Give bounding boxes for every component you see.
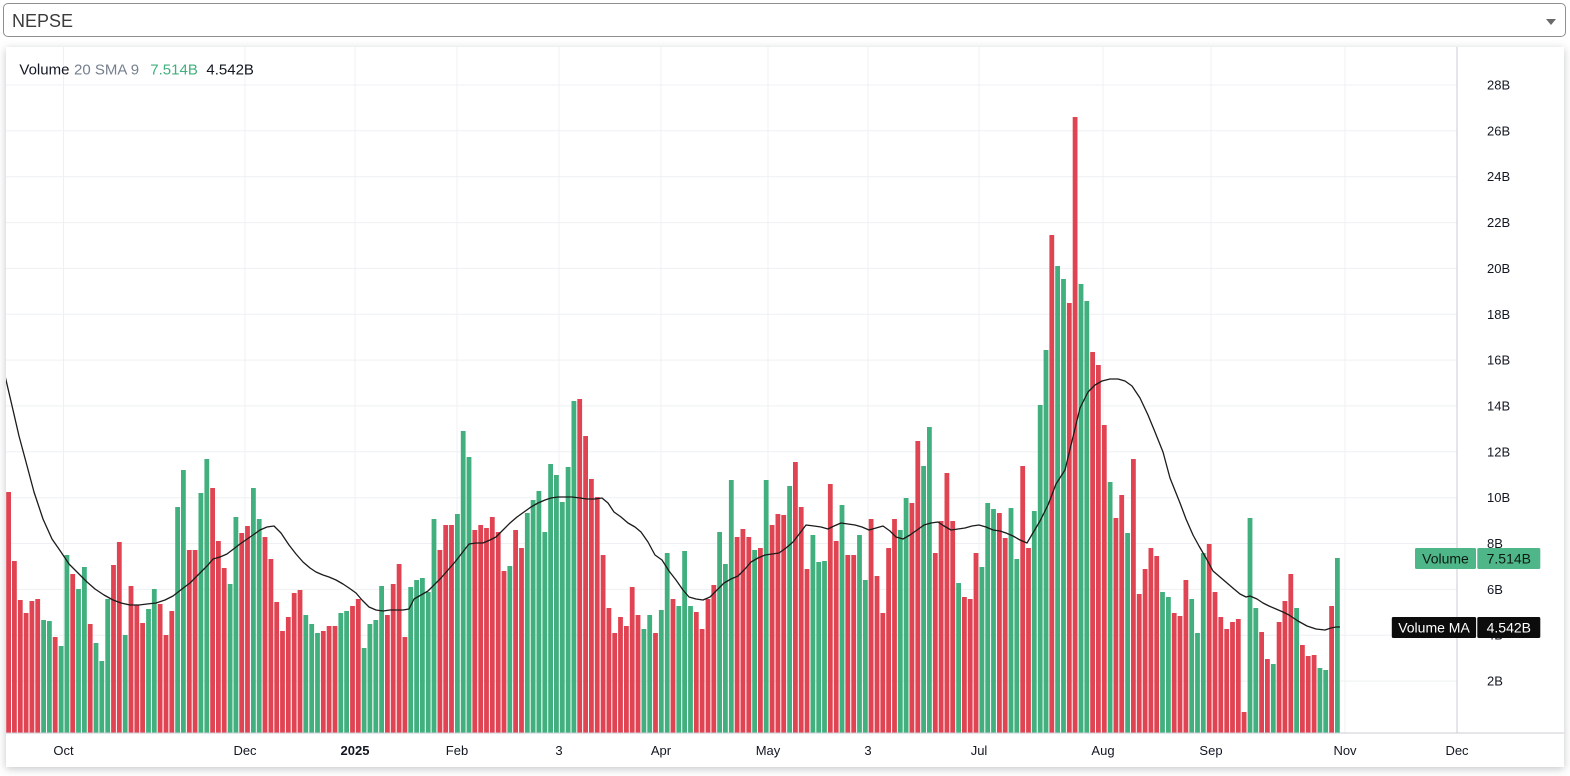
svg-text:Apr: Apr [651, 743, 672, 758]
svg-text:7.514B: 7.514B [1487, 551, 1531, 567]
svg-text:6B: 6B [1487, 582, 1503, 597]
svg-text:28B: 28B [1487, 78, 1510, 93]
svg-text:20 SMA 9: 20 SMA 9 [74, 61, 139, 78]
svg-text:24B: 24B [1487, 169, 1510, 184]
svg-text:Nov: Nov [1333, 743, 1357, 758]
svg-text:18B: 18B [1487, 307, 1510, 322]
svg-text:3: 3 [555, 743, 562, 758]
svg-text:Jul: Jul [971, 743, 988, 758]
svg-text:Dec: Dec [1445, 743, 1469, 758]
svg-text:Sep: Sep [1199, 743, 1222, 758]
svg-text:16B: 16B [1487, 353, 1510, 368]
svg-text:May: May [756, 743, 781, 758]
svg-text:10B: 10B [1487, 490, 1510, 505]
svg-text:7.514B: 7.514B [150, 61, 198, 78]
svg-text:Dec: Dec [233, 743, 257, 758]
svg-text:4.542B: 4.542B [206, 61, 254, 78]
svg-text:Oct: Oct [53, 743, 74, 758]
svg-text:22B: 22B [1487, 215, 1510, 230]
svg-text:Aug: Aug [1091, 743, 1114, 758]
svg-text:Volume MA: Volume MA [1398, 620, 1470, 636]
svg-text:20B: 20B [1487, 261, 1510, 276]
svg-text:2025: 2025 [341, 743, 370, 758]
svg-text:26B: 26B [1487, 123, 1510, 138]
svg-text:4.542B: 4.542B [1487, 620, 1531, 636]
svg-text:Volume: Volume [19, 61, 69, 78]
svg-text:Volume: Volume [1422, 551, 1469, 567]
svg-text:14B: 14B [1487, 398, 1510, 413]
svg-text:Feb: Feb [446, 743, 468, 758]
svg-text:2B: 2B [1487, 674, 1503, 689]
svg-text:8B: 8B [1487, 536, 1503, 551]
svg-text:3: 3 [864, 743, 871, 758]
svg-text:12B: 12B [1487, 444, 1510, 459]
